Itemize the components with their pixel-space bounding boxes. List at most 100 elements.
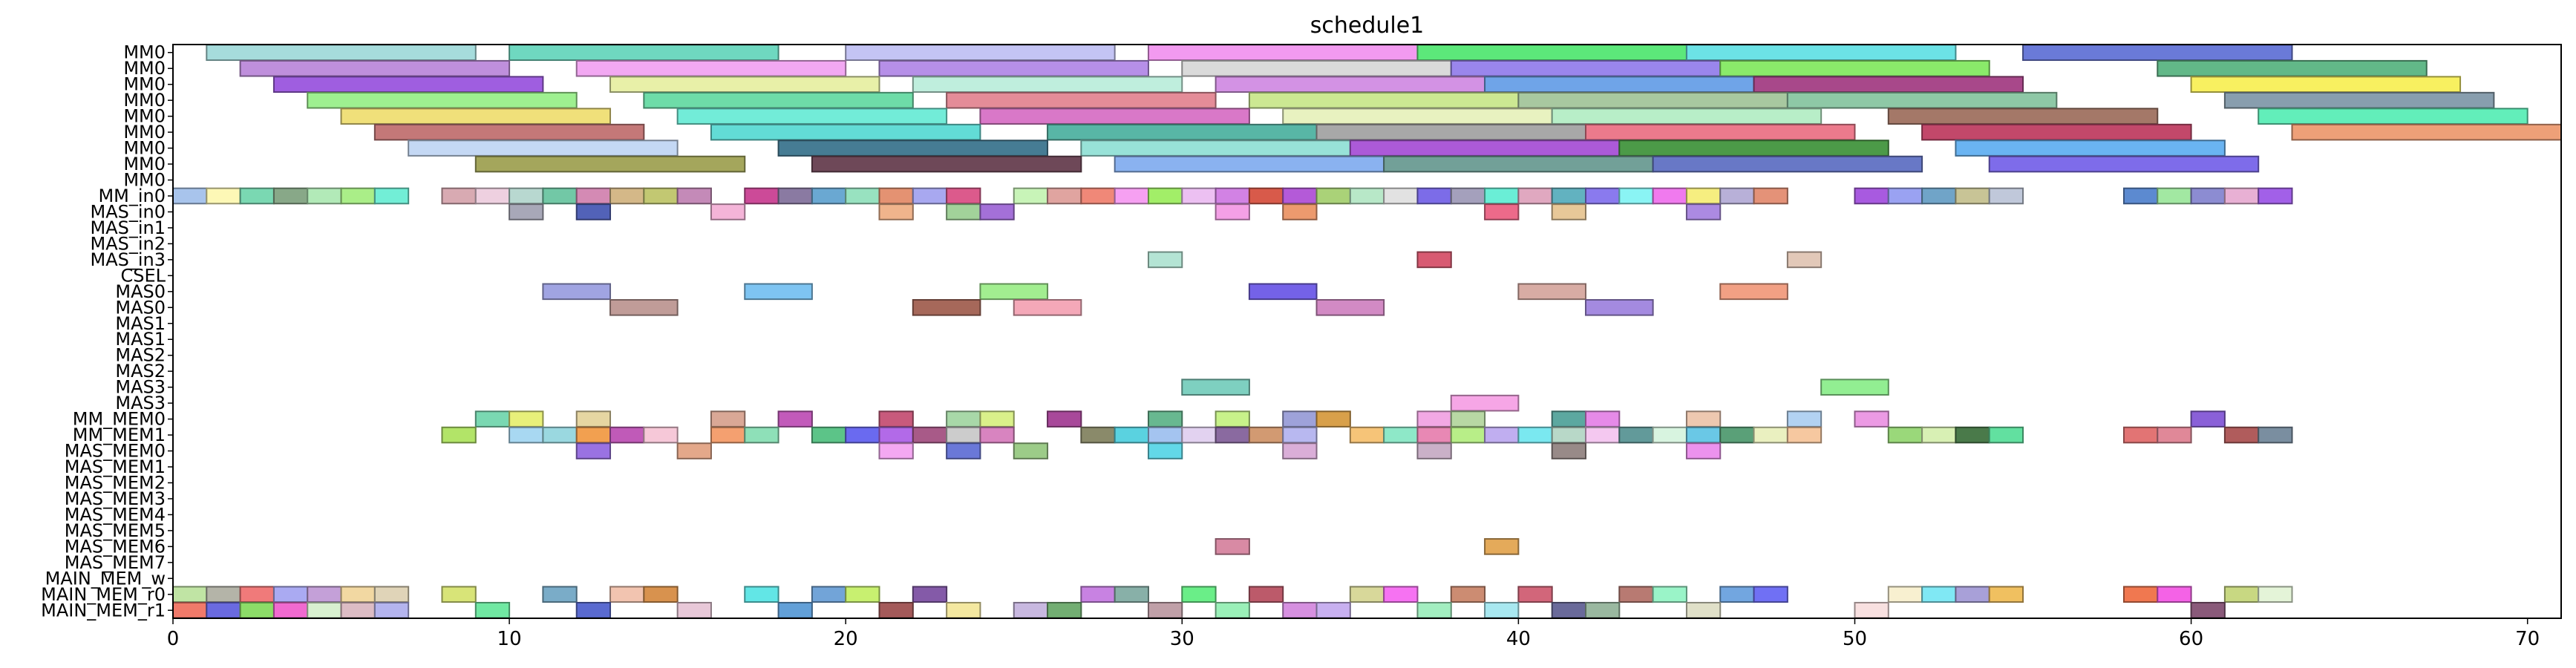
y-tick-label: MAS_MEM1 bbox=[65, 456, 166, 477]
bar-106 bbox=[2190, 187, 2226, 205]
bar-243 bbox=[1988, 586, 2024, 603]
bar-272 bbox=[1854, 601, 1889, 619]
bar-39 bbox=[1585, 123, 1856, 141]
bar-5 bbox=[1685, 44, 1957, 62]
y-tick-label: MAS_MEM7 bbox=[65, 552, 166, 573]
bar-161 bbox=[575, 426, 612, 444]
bar-188 bbox=[1652, 426, 1687, 444]
bar-119 bbox=[1685, 203, 1722, 220]
bar-17 bbox=[1215, 76, 1486, 93]
bar-267 bbox=[1416, 601, 1452, 619]
bar-124 bbox=[744, 283, 813, 301]
bar-128 bbox=[1719, 283, 1788, 301]
y-tick-label: MAS1 bbox=[115, 329, 166, 350]
x-tick-label: 60 bbox=[2179, 628, 2203, 650]
bar-29 bbox=[676, 108, 948, 125]
bar-231 bbox=[1248, 586, 1284, 603]
bar-144 bbox=[979, 410, 1015, 428]
bar-11 bbox=[1450, 59, 1722, 77]
bar-164 bbox=[710, 426, 746, 444]
bar-167 bbox=[845, 426, 880, 444]
bar-233 bbox=[1383, 586, 1419, 603]
chart-title: schedule1 bbox=[1310, 13, 1425, 39]
bar-4 bbox=[1416, 44, 1687, 62]
bar-133 bbox=[1585, 298, 1654, 316]
bar-43 bbox=[777, 140, 1049, 157]
bar-21 bbox=[307, 91, 578, 109]
y-tick-label: MM0 bbox=[123, 58, 166, 79]
bar-139 bbox=[575, 410, 612, 428]
bar-77 bbox=[1047, 187, 1082, 205]
bar-35 bbox=[373, 123, 645, 141]
bar-46 bbox=[1618, 140, 1889, 157]
bar-117 bbox=[1484, 203, 1520, 220]
bar-170 bbox=[946, 426, 981, 444]
bar-217 bbox=[307, 586, 342, 603]
bar-153 bbox=[1585, 410, 1621, 428]
bar-245 bbox=[2157, 586, 2192, 603]
bar-222 bbox=[609, 586, 645, 603]
y-tick-label: MM0 bbox=[123, 170, 166, 191]
bar-75 bbox=[946, 187, 981, 205]
bar-157 bbox=[2190, 410, 2226, 428]
x-tick-label: 70 bbox=[2515, 628, 2540, 650]
bar-54 bbox=[172, 187, 208, 205]
bar-215 bbox=[239, 586, 275, 603]
bar-150 bbox=[1416, 410, 1452, 428]
bar-130 bbox=[912, 298, 981, 316]
bar-246 bbox=[2223, 586, 2260, 603]
bar-261 bbox=[1013, 601, 1049, 619]
bar-118 bbox=[1551, 203, 1587, 220]
bar-151 bbox=[1450, 410, 1486, 428]
bar-34 bbox=[2258, 108, 2528, 125]
bar-148 bbox=[1282, 410, 1318, 428]
bar-213 bbox=[172, 586, 208, 603]
y-tick-label: MM0 bbox=[123, 74, 166, 95]
bar-127 bbox=[1517, 283, 1587, 301]
bar-25 bbox=[1517, 91, 1788, 109]
bar-74 bbox=[912, 187, 948, 205]
bar-248 bbox=[172, 601, 208, 619]
bar-190 bbox=[1719, 426, 1755, 444]
bar-232 bbox=[1349, 586, 1385, 603]
bar-33 bbox=[1887, 108, 2159, 125]
bar-65 bbox=[575, 187, 612, 205]
bar-159 bbox=[509, 426, 544, 444]
bar-255 bbox=[474, 601, 511, 619]
bar-98 bbox=[1753, 187, 1788, 205]
bar-237 bbox=[1652, 586, 1687, 603]
x-tick-label: 10 bbox=[497, 628, 522, 650]
bar-212 bbox=[1484, 538, 1520, 555]
bar-256 bbox=[575, 601, 612, 619]
bar-134 bbox=[1181, 379, 1250, 396]
y-tick-label: MAS3 bbox=[115, 377, 166, 398]
bar-155 bbox=[1786, 410, 1823, 428]
bar-265 bbox=[1282, 601, 1318, 619]
bar-156 bbox=[1854, 410, 1889, 428]
bar-258 bbox=[777, 601, 813, 619]
bar-195 bbox=[1955, 426, 1990, 444]
bar-176 bbox=[1215, 426, 1250, 444]
bar-111 bbox=[710, 203, 746, 220]
bar-207 bbox=[1282, 442, 1318, 459]
bar-15 bbox=[609, 76, 880, 93]
y-tick-label: MAS2 bbox=[115, 361, 166, 382]
bar-189 bbox=[1685, 426, 1722, 444]
bar-113 bbox=[946, 203, 981, 220]
bar-76 bbox=[1013, 187, 1049, 205]
bar-131 bbox=[1013, 298, 1082, 316]
bar-201 bbox=[575, 442, 612, 459]
bar-253 bbox=[340, 601, 376, 619]
bar-185 bbox=[1551, 426, 1587, 444]
bar-254 bbox=[373, 601, 410, 619]
bar-224 bbox=[744, 586, 779, 603]
bar-83 bbox=[1248, 187, 1284, 205]
bar-194 bbox=[1921, 426, 1957, 444]
y-tick-label: MAS_in1 bbox=[90, 217, 166, 238]
bar-84 bbox=[1282, 187, 1318, 205]
bar-132 bbox=[1315, 298, 1385, 316]
y-tick-label: MAS1 bbox=[115, 313, 166, 334]
bar-91 bbox=[1517, 187, 1553, 205]
bar-38 bbox=[1315, 123, 1587, 141]
